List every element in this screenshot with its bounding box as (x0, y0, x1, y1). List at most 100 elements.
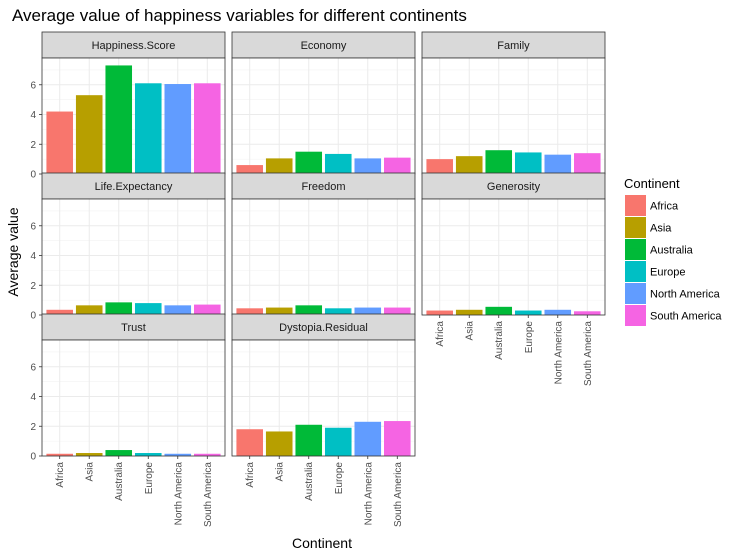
bar-generosity-asia (455, 309, 483, 315)
y-tick-label: 2 (30, 140, 36, 151)
facet-happiness-score: Happiness.Score 0 2 4 6 (30, 31, 226, 181)
bar-trust-south-america (194, 453, 221, 456)
x-tick-label-asia: Asia (465, 321, 476, 341)
x-tick-label-africa: Africa (245, 462, 256, 488)
facet-strip (231, 31, 416, 59)
x-tick-label-south-america: South America (203, 462, 214, 527)
bar-life-expectancy-africa (46, 309, 73, 315)
x-axis-title: Continent (292, 535, 352, 551)
facet-border (231, 339, 416, 457)
bar-happiness-score-south-america (194, 83, 221, 174)
bar-dystopia-residual-australia (295, 424, 323, 456)
facet-generosity: Generosity Africa Asia Australia Europe North… (421, 172, 606, 386)
bar-economy-africa (236, 165, 263, 174)
bar-generosity-north-america (544, 309, 572, 315)
facet-strip (41, 172, 226, 200)
bar-happiness-score-australia (105, 65, 133, 174)
bar-life-expectancy-north-america (164, 305, 192, 315)
bar-trust-north-america (164, 453, 192, 456)
facet-strip (231, 172, 416, 200)
facet-panel (42, 199, 225, 315)
facet-strip (421, 172, 606, 200)
x-tick-label-europe: Europe (334, 462, 345, 495)
legend-label-south-america: South America (650, 311, 722, 323)
bar-life-expectancy-europe (134, 303, 162, 315)
facet-strip (41, 31, 226, 59)
bar-freedom-europe (324, 308, 352, 315)
bar-dystopia-residual-south-america (384, 421, 411, 456)
facet-strip-label: Economy (301, 40, 347, 52)
bar-freedom-africa (236, 308, 263, 315)
y-tick-label: 2 (30, 281, 36, 292)
bar-generosity-south-america (574, 311, 601, 315)
bar-happiness-score-asia (75, 95, 103, 174)
x-tick-label-north-america: North America (553, 321, 564, 385)
facet-strip-label: Dystopia.Residual (279, 322, 368, 334)
x-tick-label-europe: Europe (524, 321, 535, 354)
bar-life-expectancy-south-america (194, 304, 221, 315)
bar-trust-australia (105, 450, 133, 456)
facet-panel (232, 199, 415, 315)
facet-freedom: Freedom (231, 172, 416, 316)
bar-family-africa (426, 159, 453, 174)
bar-trust-europe (134, 453, 162, 456)
x-tick-label-north-america: North America (363, 462, 374, 526)
facet-border (421, 198, 606, 316)
bar-family-asia (455, 156, 483, 174)
bar-freedom-south-america (384, 307, 411, 315)
x-tick-label-africa: Africa (55, 462, 66, 488)
legend-key-north-america (625, 283, 646, 304)
bar-generosity-australia (485, 306, 513, 315)
x-tick-label-asia: Asia (275, 462, 286, 482)
bar-freedom-asia (265, 307, 293, 315)
bar-dystopia-residual-africa (236, 429, 263, 456)
bar-family-australia (485, 150, 513, 174)
legend-label-africa: Africa (650, 201, 679, 213)
facet-strip (231, 313, 416, 341)
legend-key-australia (625, 239, 646, 260)
x-tick-label-south-america: South America (583, 321, 594, 386)
y-tick-label: 2 (30, 422, 36, 433)
x-tick-label-north-america: North America (173, 462, 184, 526)
bar-dystopia-residual-asia (265, 431, 293, 456)
y-tick-label: 0 (30, 452, 36, 463)
bar-generosity-europe (514, 310, 542, 315)
bar-life-expectancy-asia (75, 305, 103, 315)
y-tick-label: 4 (30, 392, 36, 403)
bar-freedom-north-america (354, 307, 382, 315)
legend-title: Continent (624, 176, 680, 191)
bar-happiness-score-africa (46, 111, 73, 174)
facet-strip-label: Freedom (301, 181, 345, 193)
y-tick-label: 0 (30, 170, 36, 181)
chart-title: Average value of happiness variables for… (12, 6, 467, 25)
bar-dystopia-residual-europe (324, 427, 352, 456)
bar-dystopia-residual-north-america (354, 421, 382, 456)
y-tick-label: 4 (30, 110, 36, 121)
bar-family-south-america (574, 153, 601, 174)
y-axis-title: Average value (5, 207, 21, 296)
x-tick-label-australia: Australia (114, 462, 125, 501)
facet-strip (41, 313, 226, 341)
x-tick-label-australia: Australia (494, 321, 505, 360)
bar-economy-south-america (384, 157, 411, 174)
x-tick-label-australia: Australia (304, 462, 315, 501)
facet-panel (232, 58, 415, 174)
legend-key-south-america (625, 305, 646, 326)
legend: Continent Africa Asia Australia Europe North … (624, 176, 722, 326)
legend-key-europe (625, 261, 646, 282)
y-tick-label: 6 (30, 362, 36, 373)
x-tick-label-africa: Africa (435, 321, 446, 347)
facet-border (41, 339, 226, 457)
facet-strip-label: Happiness.Score (92, 40, 176, 52)
bar-trust-asia (75, 453, 103, 456)
facet-family: Family (421, 31, 606, 175)
facet-trust: Trust 0 2 4 6 Africa Asia Australia Europe North … (30, 313, 226, 527)
bar-freedom-australia (295, 305, 323, 315)
bar-trust-africa (46, 453, 73, 456)
bar-economy-australia (295, 151, 323, 174)
bar-generosity-africa (426, 310, 453, 315)
facet-economy: Economy (231, 31, 416, 175)
y-tick-label: 6 (30, 221, 36, 232)
legend-label-australia: Australia (650, 245, 694, 257)
